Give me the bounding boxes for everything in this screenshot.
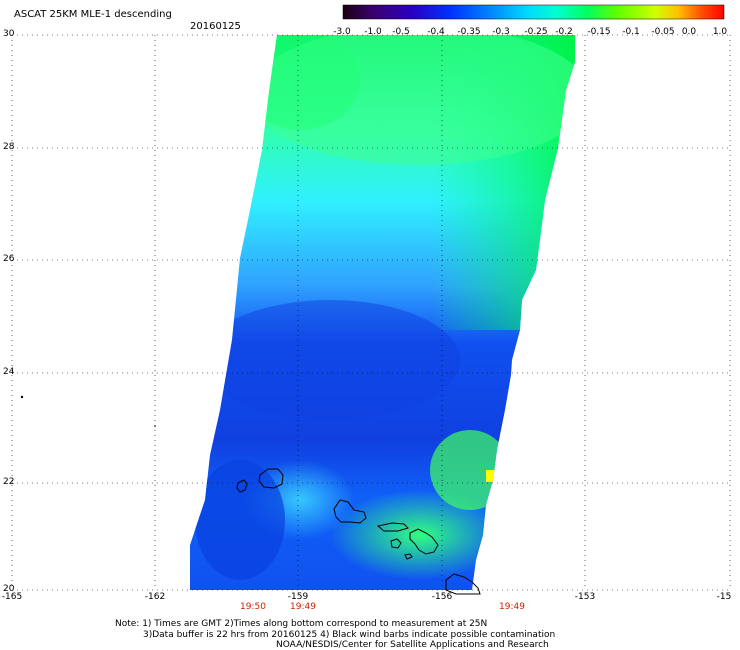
coastline-hawaii: [236, 468, 481, 595]
colorbar-tick-label: -0.3: [492, 27, 510, 37]
time-label: 19:49: [290, 602, 316, 612]
colorbar-tick-label: -3.0: [333, 27, 351, 37]
time-label: 19:49: [499, 602, 525, 612]
colorbar-tick-label: -0.1: [622, 27, 640, 37]
data-point: [20, 395, 24, 399]
lon-label: -15: [716, 592, 732, 602]
colorbar-tick-label: 0.0: [681, 27, 697, 37]
lon-label: -156: [431, 592, 453, 602]
colorbar-tick-label: -0.5: [392, 27, 410, 37]
island-kauai: [258, 468, 284, 489]
lon-label: -153: [574, 592, 596, 602]
note-line-1: Note: 1) Times are GMT 2)Times along bot…: [115, 619, 488, 629]
note-line-3: NOAA/NESDIS/Center for Satellite Applica…: [276, 640, 549, 650]
lon-label: -165: [1, 592, 23, 602]
wind-data-swath: [190, 35, 575, 590]
island-niihau: [236, 479, 248, 493]
colorbar-tick-label: -0.15: [587, 27, 611, 37]
colorbar-tick-label: 1.0: [712, 27, 728, 37]
colorbar-gradient: [342, 4, 725, 20]
island-oahu: [333, 499, 367, 524]
product-date: 20160125: [190, 21, 241, 32]
data-point: [154, 425, 156, 427]
colorbar: [342, 4, 725, 20]
lon-label: -159: [287, 592, 309, 602]
colorbar-tick-label: -0.4: [427, 27, 445, 37]
lat-label: 20: [3, 584, 15, 594]
island-molokai: [376, 522, 409, 532]
note-line-2: 3)Data buffer is 22 hrs from 20160125 4)…: [143, 630, 556, 640]
lat-label: 26: [3, 254, 15, 264]
colorbar-tick-label: -0.05: [651, 27, 675, 37]
colorbar-tick-label: -0.2: [555, 27, 573, 37]
lat-label: 28: [3, 142, 15, 152]
island-lanai: [390, 538, 402, 549]
island-kahoolawe: [404, 553, 413, 560]
lon-label: -162: [144, 592, 166, 602]
island-maui: [409, 528, 439, 555]
lat-label: 22: [3, 477, 15, 487]
lat-label: 24: [3, 367, 15, 377]
product-title: ASCAT 25KM MLE-1 descending: [14, 9, 172, 20]
colorbar-tick-label: -0.25: [524, 27, 548, 37]
colorbar-tick-label: -1.0: [364, 27, 382, 37]
time-label: 19:50: [240, 602, 266, 612]
island-hawaii: [445, 573, 481, 595]
colorbar-tick-label: -0.35: [457, 27, 481, 37]
lat-label: 30: [3, 29, 15, 39]
